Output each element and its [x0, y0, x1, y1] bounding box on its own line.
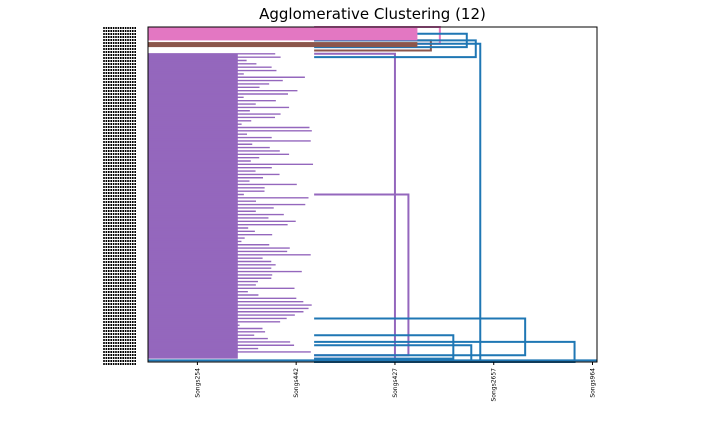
plot-frame [147, 26, 598, 363]
purple-cluster-body [148, 53, 314, 359]
x-tick-label: Songs254 [194, 368, 201, 398]
x-tick-label: Songs2657 [491, 368, 498, 402]
bottom-blue-1-link [314, 334, 455, 360]
purple-cluster-fill [148, 53, 238, 359]
leaf-label-band [103, 27, 136, 366]
x-tick-label: Songs427 [392, 368, 399, 398]
purple-main-cluster-link [314, 52, 396, 360]
bottom-blue-3-link [314, 317, 527, 357]
brown-cluster-fill [148, 42, 418, 48]
chart-title: Agglomerative Clustering (12) [259, 5, 486, 23]
x-tick-label: Songs442 [293, 368, 300, 398]
x-tick-label: Songs964 [590, 368, 597, 398]
x-axis-ticks: Songs254 Songs442 Songs427 Songs2657 Songs96… [194, 362, 597, 402]
pink-cluster-fill [148, 27, 418, 41]
root-link-link [314, 42, 482, 363]
